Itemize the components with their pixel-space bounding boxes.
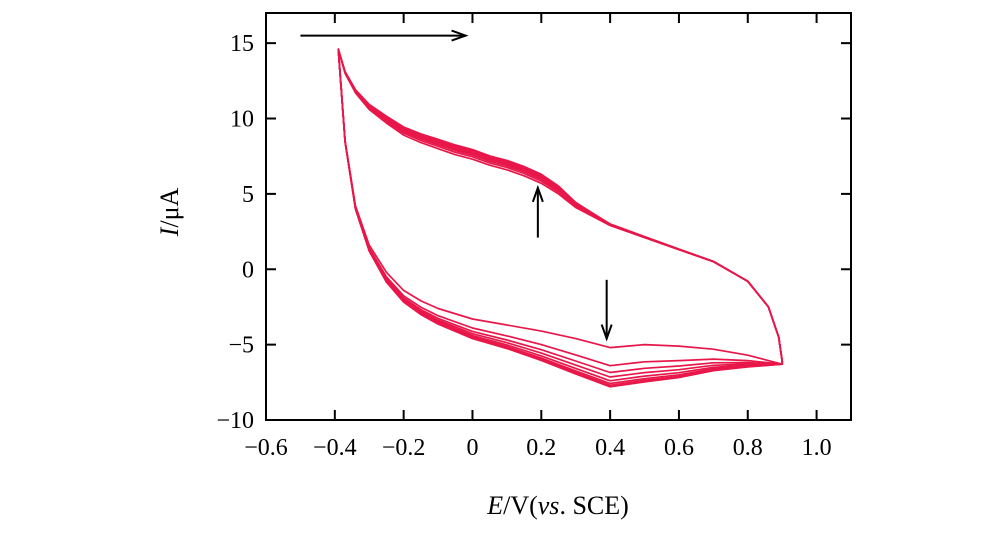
y-tick-label: 5 xyxy=(242,182,254,208)
scan-direction-arrow xyxy=(300,29,469,42)
y-tick-label: −10 xyxy=(216,408,254,434)
x-tick-label: 0.4 xyxy=(595,435,625,461)
x-tick-label: −0.6 xyxy=(244,435,288,461)
x-tick-label: 0.2 xyxy=(526,435,556,461)
plot-area: −0.6 −0.4 −0.2 0 0.2 0.4 0.6 0.8 1.0 −10 −5 0 5 10 15 xyxy=(216,12,852,461)
anodic-growth-arrow-head xyxy=(531,184,544,203)
x-axis-label: E/V(vs. SCE) xyxy=(486,491,629,520)
y-axis-ticks: −10 −5 0 5 10 15 xyxy=(216,31,851,434)
x-tick-label: 1.0 xyxy=(802,435,832,461)
x-tick-label: 0.8 xyxy=(733,435,763,461)
x-axis-ticks: −0.6 −0.4 −0.2 0 0.2 0.4 0.6 0.8 1.0 xyxy=(244,13,832,461)
cv-curves xyxy=(337,48,784,388)
scan-direction-arrow-head xyxy=(451,29,469,42)
cathodic-growth-arrow xyxy=(600,279,613,342)
cv-cycle-1 xyxy=(337,48,784,366)
x-tick-label: 0.6 xyxy=(664,435,694,461)
y-tick-label: −5 xyxy=(228,333,254,359)
cv-cycle-2 xyxy=(337,48,784,367)
y-tick-label: 15 xyxy=(230,31,254,57)
cv-cycle-5 xyxy=(337,48,784,382)
x-tick-label: −0.4 xyxy=(313,435,357,461)
x-tick-label: 0 xyxy=(466,435,478,461)
plot-frame xyxy=(265,12,852,421)
cv-cycle-6 xyxy=(337,48,784,385)
cv-cycle-8 xyxy=(337,48,784,388)
y-axis-label: I/μA xyxy=(155,187,184,237)
x-tick-label: −0.2 xyxy=(382,435,426,461)
anodic-growth-arrow xyxy=(531,184,544,238)
y-tick-label: 0 xyxy=(242,257,254,283)
y-tick-label: 10 xyxy=(230,107,254,133)
cv-cycle-4 xyxy=(337,48,784,378)
annotation-arrows xyxy=(300,29,613,342)
cv-cycle-3 xyxy=(337,48,784,374)
cathodic-growth-arrow-head xyxy=(600,324,613,342)
